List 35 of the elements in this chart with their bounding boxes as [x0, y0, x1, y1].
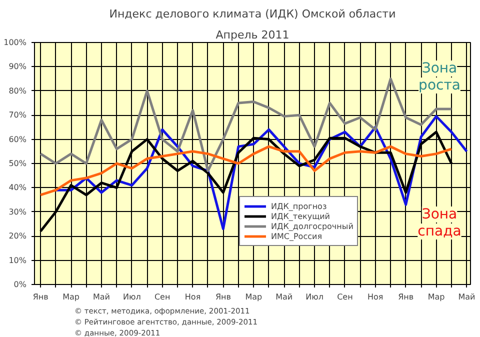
y-tick-label: 80%	[8, 86, 27, 96]
y-tick-label: 50%	[8, 159, 27, 168]
x-tick-label: Янв	[32, 292, 49, 302]
y-tick-label: 30%	[8, 207, 27, 216]
x-tick-label: Янв	[215, 292, 232, 302]
x-tick-label: Сен	[154, 292, 170, 302]
legend-label: ИДК_прогноз	[271, 201, 327, 211]
x-tick-label: Мар	[428, 292, 445, 302]
chart-title: Индекс делового климата (ИДК) Омской области	[109, 8, 396, 20]
y-tick-label: 0%	[14, 280, 27, 289]
x-tick-label: Май	[92, 292, 110, 302]
y-tick-label: 90%	[8, 62, 27, 72]
x-tick-label: Мар	[245, 292, 262, 302]
line-series	[39, 145, 453, 196]
x-tick-label: Май	[276, 292, 293, 302]
x-tick-label: Янв	[398, 292, 414, 302]
legend-label: ИДК_долгосрочный	[271, 221, 354, 231]
x-tick-label: Июл	[122, 292, 141, 302]
legend-label: ИДК_текущий	[271, 211, 330, 221]
x-tick-label: Ноя	[184, 292, 201, 302]
y-tick-label: 40%	[8, 183, 27, 192]
y-tick-label: 70%	[8, 110, 27, 120]
legend-label: ИМС_Россия	[271, 231, 322, 241]
y-tick-label: 10%	[8, 256, 27, 265]
x-tick-label: Май	[458, 292, 476, 302]
annotation: Зона спада	[418, 206, 462, 240]
annotation: Зона роста	[418, 60, 460, 94]
x-tick-label: Сен	[337, 292, 353, 302]
y-tick-label: 20%	[8, 232, 27, 241]
y-tick-label: 60%	[8, 134, 27, 144]
x-tick-label: Ноя	[368, 292, 384, 302]
x-tick-label: Мар	[62, 292, 80, 302]
x-tick-label: Июл	[306, 292, 324, 302]
y-tick-label: 100%	[4, 38, 27, 47]
chart-subtitle: Апрель 2011	[216, 28, 290, 42]
